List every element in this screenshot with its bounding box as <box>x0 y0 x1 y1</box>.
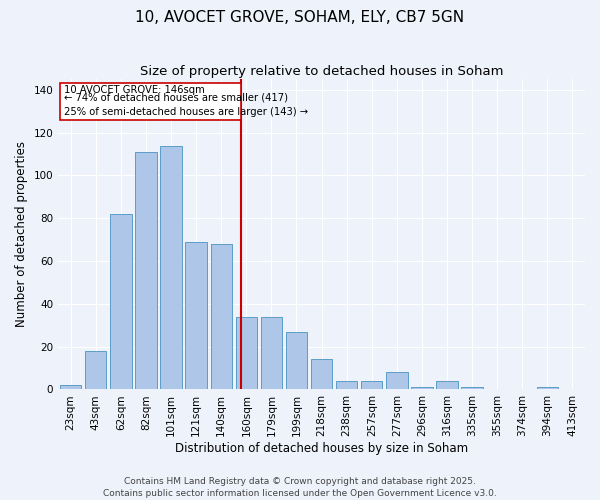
Title: Size of property relative to detached houses in Soham: Size of property relative to detached ho… <box>140 65 503 78</box>
Text: 10, AVOCET GROVE, SOHAM, ELY, CB7 5GN: 10, AVOCET GROVE, SOHAM, ELY, CB7 5GN <box>136 10 464 25</box>
Bar <box>537 388 558 390</box>
Bar <box>361 381 382 390</box>
FancyBboxPatch shape <box>60 84 241 120</box>
Text: Contains HM Land Registry data © Crown copyright and database right 2025.
Contai: Contains HM Land Registry data © Crown c… <box>103 476 497 498</box>
Bar <box>110 214 131 390</box>
Bar <box>136 152 157 390</box>
Bar <box>436 381 458 390</box>
Bar <box>211 244 232 390</box>
Y-axis label: Number of detached properties: Number of detached properties <box>15 142 28 328</box>
Bar <box>261 316 282 390</box>
Bar <box>286 332 307 390</box>
Bar <box>336 381 358 390</box>
Bar <box>411 388 433 390</box>
Bar <box>185 242 207 390</box>
Bar <box>85 351 106 390</box>
Text: ← 74% of detached houses are smaller (417): ← 74% of detached houses are smaller (41… <box>64 92 288 102</box>
Bar <box>60 385 82 390</box>
Bar <box>160 146 182 390</box>
X-axis label: Distribution of detached houses by size in Soham: Distribution of detached houses by size … <box>175 442 468 455</box>
Bar <box>461 388 483 390</box>
Text: 10 AVOCET GROVE: 146sqm: 10 AVOCET GROVE: 146sqm <box>64 85 205 95</box>
Text: 25% of semi-detached houses are larger (143) →: 25% of semi-detached houses are larger (… <box>64 107 308 117</box>
Bar <box>386 372 407 390</box>
Bar <box>236 316 257 390</box>
Bar <box>311 360 332 390</box>
